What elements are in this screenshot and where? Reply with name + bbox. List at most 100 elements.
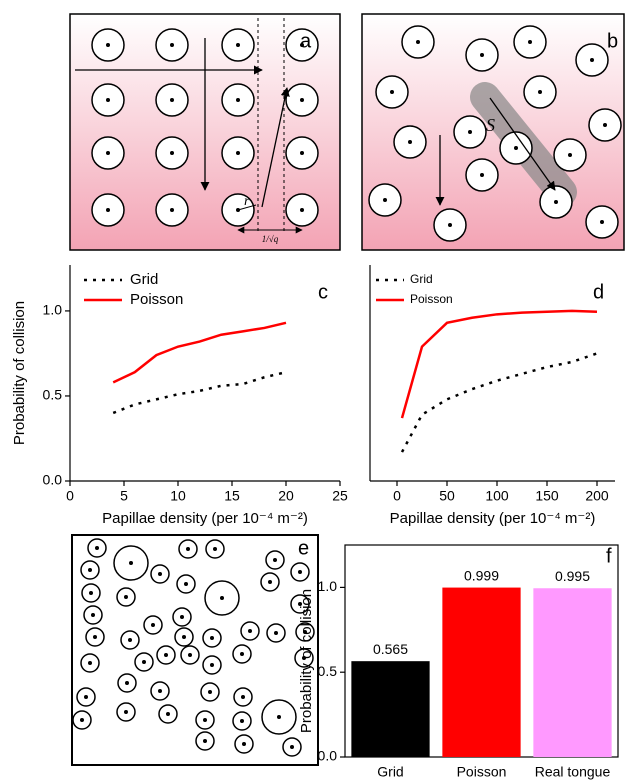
panel-label: e — [298, 537, 309, 559]
papilla-center — [151, 623, 155, 627]
x-tick-label: 10 — [170, 488, 186, 504]
papilla-center — [203, 718, 207, 722]
papilla-center — [128, 638, 132, 642]
y-tick-label: 1.0 — [318, 578, 338, 594]
x-tick-label: 150 — [535, 488, 559, 504]
papilla-center — [170, 151, 174, 155]
x-tick-label: 5 — [120, 488, 128, 504]
papilla-center — [170, 43, 174, 47]
papilla-center — [203, 739, 207, 743]
value-label: 0.999 — [464, 567, 499, 583]
panel-label: d — [593, 281, 604, 303]
papilla-center — [188, 653, 192, 657]
bar — [533, 588, 611, 757]
papilla-center — [88, 661, 92, 665]
papilla-center — [220, 596, 224, 600]
papilla-center — [208, 690, 212, 694]
papilla-center — [416, 40, 420, 44]
papilla-center — [568, 153, 572, 157]
x-tick-label: Grid — [377, 764, 403, 780]
papilla-center — [300, 98, 304, 102]
papilla-center — [88, 568, 92, 572]
path-label: S — [486, 115, 495, 135]
papilla-center — [210, 636, 214, 640]
x-tick-label: 200 — [585, 488, 609, 504]
y-axis-title: Probability of collision — [298, 589, 315, 733]
value-label: 0.995 — [555, 568, 590, 584]
line-series — [402, 353, 597, 452]
papilla-center — [240, 719, 244, 723]
papilla-center — [106, 43, 110, 47]
x-tick-label: 0 — [66, 488, 74, 504]
papilla-center — [166, 712, 170, 716]
y-tick-label: 0.0 — [318, 748, 338, 764]
papilla-center — [554, 200, 558, 204]
x-axis-title: Papillae density (per 10⁻⁴ m⁻²) — [102, 510, 308, 527]
papilla-center — [84, 695, 88, 699]
papilla-center — [273, 558, 277, 562]
papilla-center — [300, 151, 304, 155]
papilla-center — [124, 710, 128, 714]
figure: a r 1/√q b S e 0.00.51.0Probability of c… — [0, 0, 625, 781]
papilla-center — [480, 53, 484, 57]
y-tick-label: 0.5 — [318, 663, 338, 679]
x-tick-label: Real tongue — [535, 764, 611, 780]
papilla-center — [170, 208, 174, 212]
panel-label: f — [606, 545, 612, 567]
papilla-center — [80, 718, 84, 722]
papilla-center — [106, 208, 110, 212]
papilla-center — [514, 146, 518, 150]
papilla-center — [124, 595, 128, 599]
papilla-center — [91, 613, 95, 617]
papilla-center — [164, 653, 168, 657]
papilla-center — [528, 40, 532, 44]
x-tick-label: 0 — [393, 488, 401, 504]
papilla-center — [383, 198, 387, 202]
papilla-center — [408, 140, 412, 144]
bar — [351, 661, 429, 757]
papilla-center — [268, 580, 272, 584]
radius-label: r — [244, 194, 250, 209]
papilla-center — [277, 715, 281, 719]
x-tick-label: 100 — [485, 488, 509, 504]
spacing-label: 1/√q — [262, 234, 279, 244]
legend-label: Poisson — [130, 291, 183, 308]
papilla-center — [290, 745, 294, 749]
y-tick-label: 0.0 — [43, 472, 63, 488]
x-tick-label: 20 — [278, 488, 294, 504]
papilla-center — [158, 689, 162, 693]
papilla-center — [448, 223, 452, 227]
legend-label: Poisson — [410, 292, 453, 306]
legend-label: Grid — [410, 272, 433, 286]
page: {"chart_data": [ {"type": "line", "panel… — [0, 0, 625, 781]
panel-label: a — [300, 30, 312, 52]
papilla-center — [129, 561, 133, 565]
papilla-center — [468, 130, 472, 134]
x-axis-title: Papillae density (per 10⁻⁴ m⁻²) — [390, 510, 596, 527]
y-axis-title: Probability of collision — [11, 301, 28, 445]
papilla-center — [480, 173, 484, 177]
line-series — [113, 323, 286, 383]
papilla-center — [210, 663, 214, 667]
papilla-center — [300, 208, 304, 212]
line-series — [402, 311, 597, 418]
papilla-center — [186, 547, 190, 551]
papilla-center — [106, 98, 110, 102]
legend-label: Grid — [130, 271, 158, 288]
papilla-center — [180, 615, 184, 619]
panel-label: b — [607, 30, 618, 52]
papilla-center — [600, 220, 604, 224]
papilla-center — [89, 591, 93, 595]
papilla-center — [158, 572, 162, 576]
papilla-center — [390, 90, 394, 94]
papilla-center — [125, 681, 129, 685]
papilla-center — [170, 98, 174, 102]
papilla-center — [142, 660, 146, 664]
papilla-center — [298, 570, 302, 574]
value-label: 0.565 — [373, 641, 408, 657]
bar — [442, 588, 520, 757]
papilla-center — [236, 43, 240, 47]
papilla-center — [538, 90, 542, 94]
